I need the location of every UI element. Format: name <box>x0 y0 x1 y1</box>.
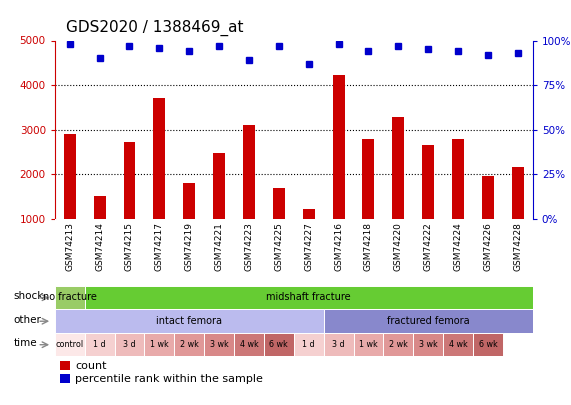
Text: GSM74224: GSM74224 <box>453 222 463 271</box>
Text: GSM74226: GSM74226 <box>484 222 492 271</box>
Bar <box>293 333 324 356</box>
Bar <box>154 98 166 219</box>
Text: 1 d: 1 d <box>93 340 106 349</box>
Bar <box>64 134 76 219</box>
Text: GSM74225: GSM74225 <box>274 222 283 271</box>
Text: time: time <box>14 338 37 348</box>
Text: control: control <box>56 340 84 349</box>
Text: other: other <box>14 315 42 324</box>
Bar <box>243 125 255 219</box>
Text: shock: shock <box>14 291 44 301</box>
Bar <box>59 360 70 370</box>
Text: GSM74214: GSM74214 <box>95 222 104 271</box>
Text: 4 wk: 4 wk <box>449 340 468 349</box>
Text: midshaft fracture: midshaft fracture <box>267 292 351 302</box>
Text: count: count <box>75 361 106 371</box>
Text: 3 d: 3 d <box>123 340 136 349</box>
Text: 3 wk: 3 wk <box>210 340 228 349</box>
Text: 6 wk: 6 wk <box>270 340 288 349</box>
Bar <box>213 153 225 219</box>
Text: GSM74221: GSM74221 <box>215 222 224 271</box>
Text: GSM74216: GSM74216 <box>334 222 343 271</box>
Text: intact femora: intact femora <box>156 316 222 326</box>
Text: no fracture: no fracture <box>43 292 96 302</box>
Bar <box>264 333 293 356</box>
Bar <box>183 183 195 219</box>
Text: GSM74217: GSM74217 <box>155 222 164 271</box>
Text: 4 wk: 4 wk <box>240 340 258 349</box>
Bar <box>55 309 324 333</box>
Bar <box>324 309 533 333</box>
Bar <box>174 333 204 356</box>
Bar <box>59 374 70 383</box>
Bar <box>303 209 315 219</box>
Text: 1 wk: 1 wk <box>150 340 169 349</box>
Text: fractured femora: fractured femora <box>387 316 469 326</box>
Text: 3 wk: 3 wk <box>419 340 437 349</box>
Text: GSM74223: GSM74223 <box>244 222 254 271</box>
Bar <box>234 333 264 356</box>
Bar <box>353 333 383 356</box>
Text: 2 wk: 2 wk <box>180 340 199 349</box>
Bar <box>392 117 404 219</box>
Text: GSM74227: GSM74227 <box>304 222 313 271</box>
Bar <box>333 75 344 219</box>
Bar <box>452 139 464 219</box>
Text: GSM74228: GSM74228 <box>513 222 522 271</box>
Text: GSM74222: GSM74222 <box>424 222 433 271</box>
Bar <box>273 188 285 219</box>
Text: GDS2020 / 1388469_at: GDS2020 / 1388469_at <box>66 20 244 36</box>
Bar <box>55 286 85 309</box>
Bar <box>383 333 413 356</box>
Bar <box>204 333 234 356</box>
Bar <box>473 333 503 356</box>
Text: 6 wk: 6 wk <box>478 340 497 349</box>
Text: GSM74213: GSM74213 <box>65 222 74 271</box>
Text: 3 d: 3 d <box>332 340 345 349</box>
Bar <box>363 139 375 219</box>
Text: 1 wk: 1 wk <box>359 340 378 349</box>
Text: percentile rank within the sample: percentile rank within the sample <box>75 374 263 384</box>
Bar <box>413 333 443 356</box>
Text: 2 wk: 2 wk <box>389 340 408 349</box>
Bar <box>94 196 106 219</box>
Text: GSM74220: GSM74220 <box>394 222 403 271</box>
Bar <box>144 333 174 356</box>
Bar <box>422 145 434 219</box>
Bar <box>85 333 115 356</box>
Text: GSM74215: GSM74215 <box>125 222 134 271</box>
Bar <box>55 333 85 356</box>
Bar <box>115 333 144 356</box>
Bar <box>123 142 135 219</box>
Bar <box>443 333 473 356</box>
Bar <box>324 333 353 356</box>
Text: GSM74219: GSM74219 <box>185 222 194 271</box>
Bar <box>482 177 494 219</box>
Text: 1 d: 1 d <box>303 340 315 349</box>
Text: GSM74218: GSM74218 <box>364 222 373 271</box>
Bar <box>512 166 524 219</box>
